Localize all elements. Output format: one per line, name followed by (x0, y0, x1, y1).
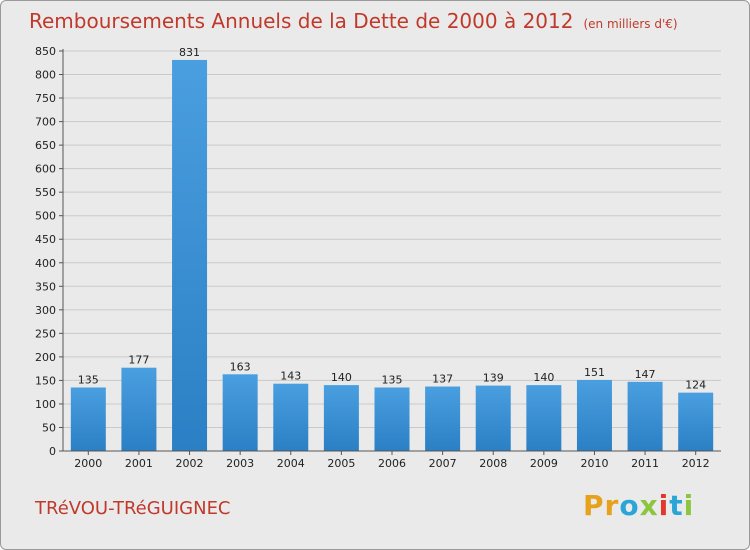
x-tick-label: 2001 (125, 457, 153, 470)
bar-value-label: 163 (230, 360, 251, 373)
x-tick-label: 2004 (277, 457, 305, 470)
bar-value-label: 831 (179, 46, 200, 59)
bar-2006 (374, 387, 410, 451)
bar-2000 (70, 387, 106, 451)
x-tick-label: 2008 (479, 457, 507, 470)
logo-letter: i (658, 489, 670, 522)
x-tick-label: 2003 (226, 457, 254, 470)
y-tick-label: 450 (35, 233, 56, 246)
x-tick-label: 2002 (176, 457, 204, 470)
logo-letter: i (683, 489, 695, 522)
x-tick-label: 2011 (631, 457, 659, 470)
bar-2010 (576, 379, 612, 451)
y-tick-label: 500 (35, 210, 56, 223)
bar-value-label: 177 (128, 354, 149, 367)
chart-subtitle: (en milliers d'€) (583, 17, 678, 31)
y-tick-label: 850 (35, 45, 56, 58)
proxiti-logo: Proxiti (583, 489, 694, 522)
bar-2011 (627, 381, 663, 451)
x-tick-label: 2006 (378, 457, 406, 470)
y-tick-label: 700 (35, 116, 56, 129)
y-tick-label: 250 (35, 327, 56, 340)
x-tick-label: 2009 (530, 457, 558, 470)
logo-letter: P (583, 489, 605, 522)
y-tick-label: 300 (35, 304, 56, 317)
y-tick-label: 100 (35, 398, 56, 411)
logo-letter: x (639, 489, 659, 522)
bar-value-label: 135 (382, 373, 403, 386)
y-tick-label: 0 (49, 445, 56, 458)
bar-2008 (475, 385, 511, 451)
chart-title-text: Remboursements Annuels de la Dette de 20… (29, 9, 574, 33)
bar-2004 (273, 383, 309, 451)
commune-name: TRéVOU-TRéGUIGNEC (35, 498, 231, 519)
y-tick-label: 650 (35, 139, 56, 152)
y-tick-label: 550 (35, 186, 56, 199)
bar-2007 (425, 386, 461, 451)
x-tick-label: 2010 (580, 457, 608, 470)
y-tick-label: 150 (35, 374, 56, 387)
bar-2009 (526, 385, 562, 451)
bar-value-label: 135 (78, 373, 99, 386)
bar-value-label: 151 (584, 366, 605, 379)
bar-2012 (678, 392, 714, 451)
bar-2003 (222, 374, 258, 451)
bar-2005 (323, 385, 359, 451)
logo-letter: o (619, 489, 640, 522)
y-tick-label: 800 (35, 69, 56, 82)
bar-value-label: 124 (685, 379, 706, 392)
bar-2001 (121, 367, 157, 451)
logo-letter: r (604, 489, 620, 522)
logo-letter: t (669, 489, 684, 522)
y-tick-label: 600 (35, 163, 56, 176)
bar-value-label: 143 (280, 370, 301, 383)
y-tick-label: 350 (35, 280, 56, 293)
x-tick-label: 2012 (682, 457, 710, 470)
y-tick-label: 750 (35, 92, 56, 105)
bar-2002 (172, 59, 208, 452)
bar-value-label: 137 (432, 373, 453, 386)
bar-value-label: 140 (331, 371, 352, 384)
bar-value-label: 139 (483, 372, 504, 385)
y-tick-label: 200 (35, 351, 56, 364)
x-tick-label: 2005 (327, 457, 355, 470)
y-tick-label: 50 (42, 421, 56, 434)
x-tick-label: 2007 (429, 457, 457, 470)
bar-value-label: 140 (533, 371, 554, 384)
chart-title: Remboursements Annuels de la Dette de 20… (29, 9, 678, 33)
y-tick-label: 400 (35, 257, 56, 270)
bar-value-label: 147 (635, 368, 656, 381)
x-tick-label: 2000 (74, 457, 102, 470)
